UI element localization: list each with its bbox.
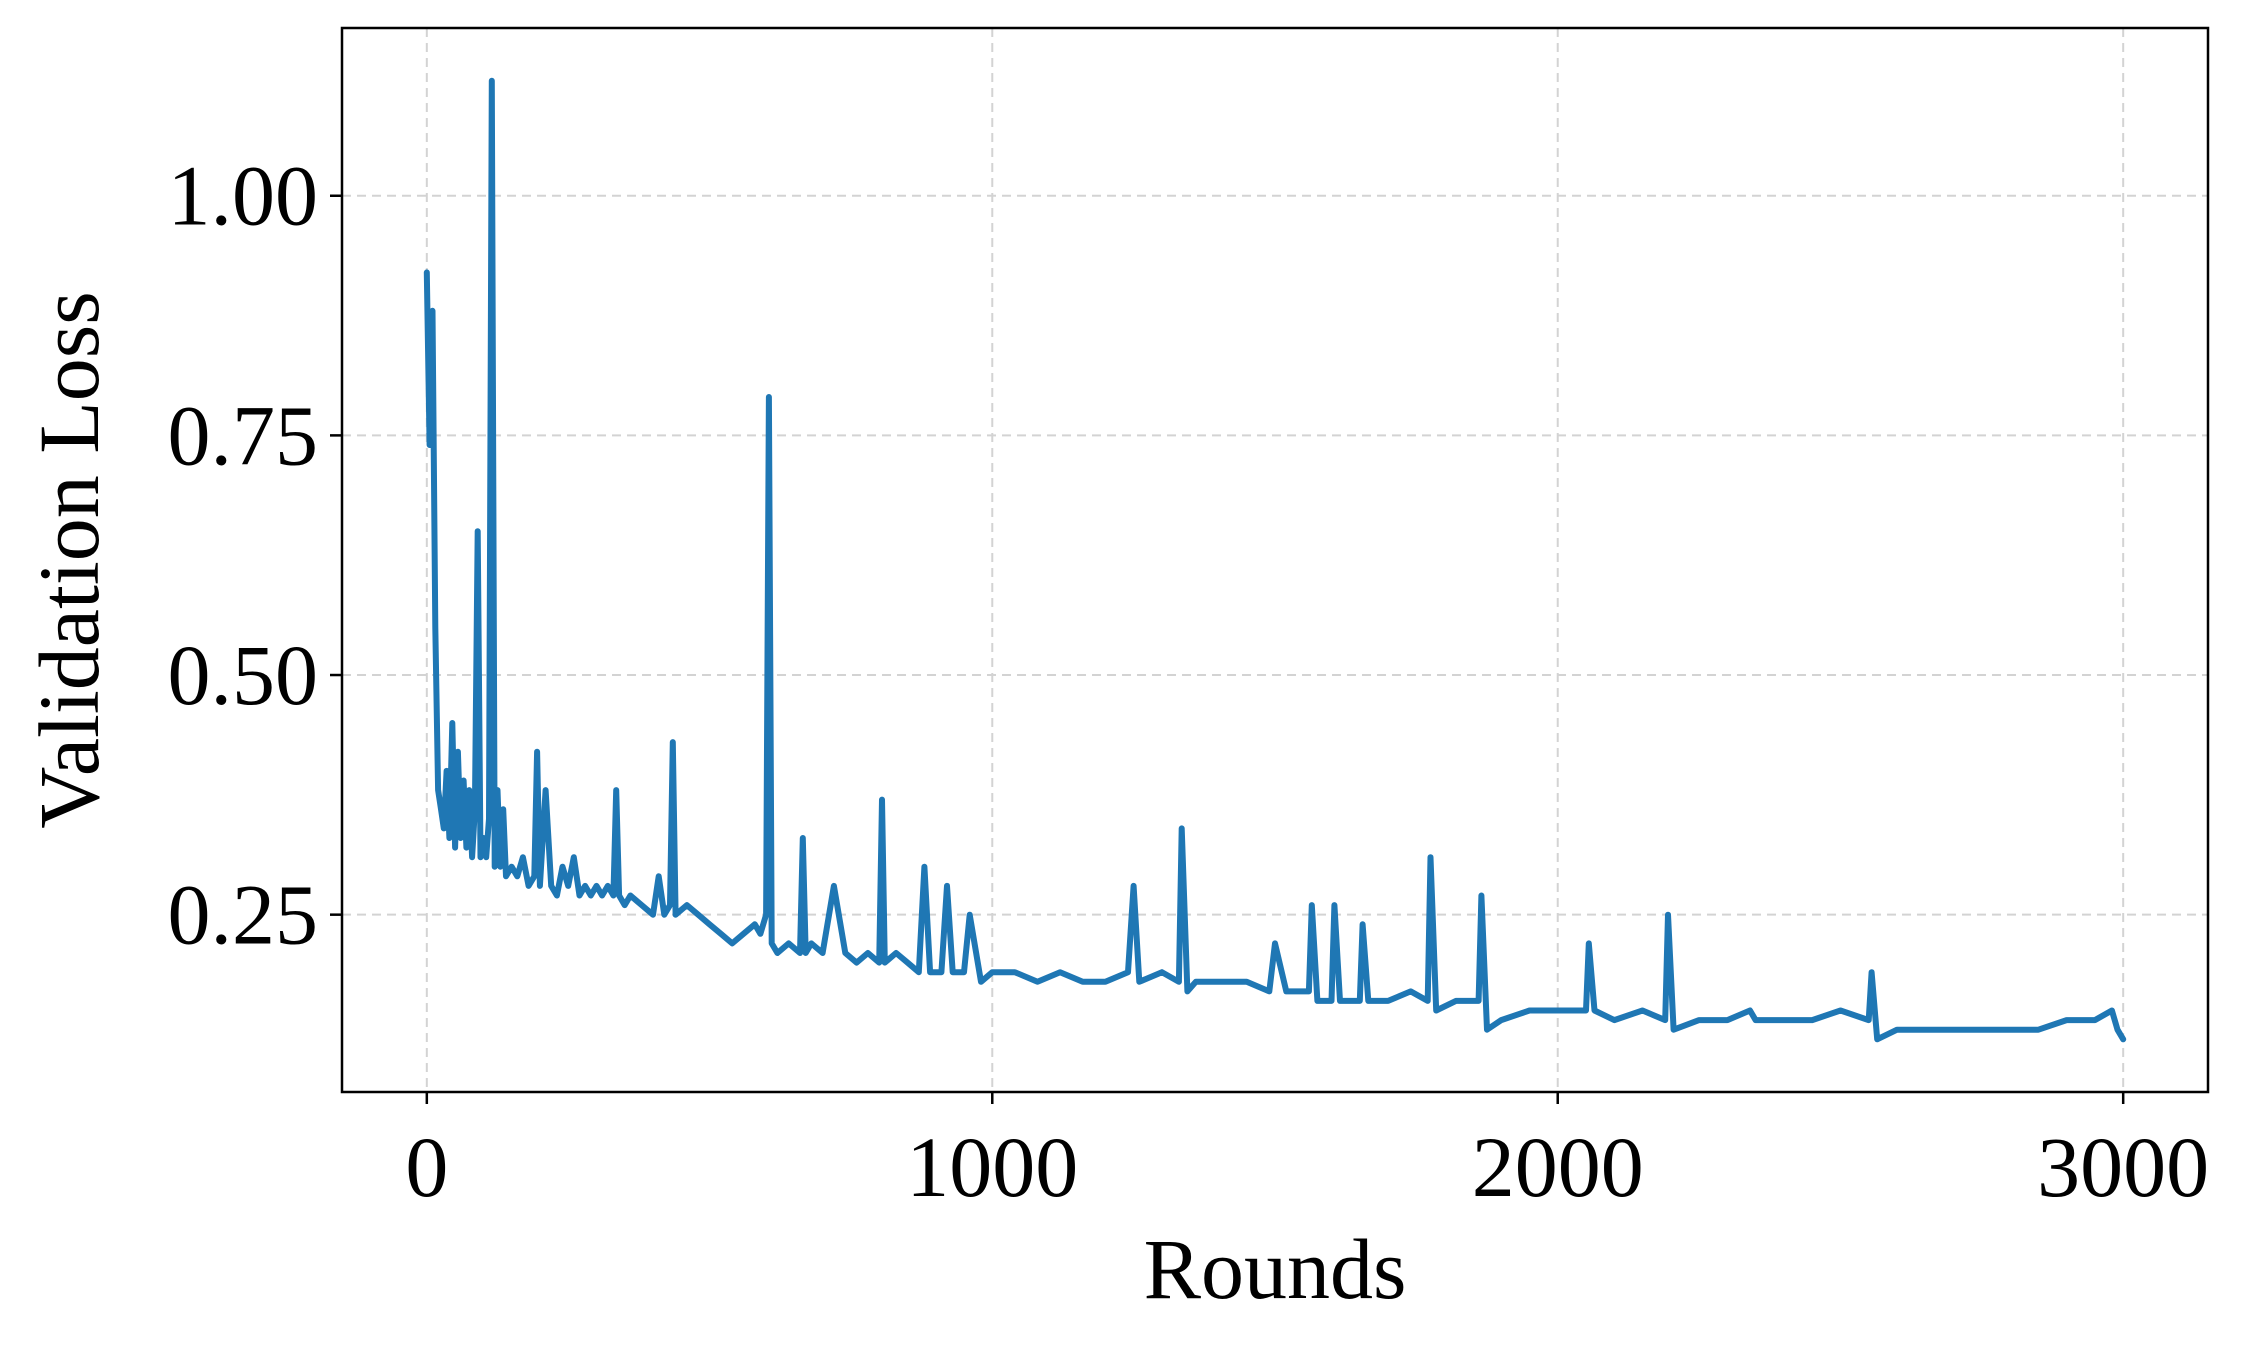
x-tick-label: 0 [405, 1119, 448, 1215]
x-axis-title: Rounds [1144, 1221, 1407, 1317]
plot-frame [340, 26, 2210, 1094]
x-tick-label: 3000 [2037, 1119, 2209, 1215]
x-tick-label: 2000 [1472, 1119, 1644, 1215]
y-tick-label: 0.75 [168, 387, 319, 483]
y-tick-label: 1.00 [168, 148, 319, 244]
y-axis-title: Validation Loss [21, 291, 117, 828]
grid-layer [342, 28, 2208, 1092]
series-layer [423, 77, 2127, 1043]
y-tick-label: 0.25 [168, 867, 319, 963]
tick-layer: 0 1000 2000 3000 0.25 0.50 0.75 1.00 [168, 148, 2210, 1215]
y-tick-label: 0.50 [168, 627, 319, 723]
x-tick-label: 1000 [906, 1119, 1078, 1215]
validation-loss-line [423, 77, 2127, 1043]
